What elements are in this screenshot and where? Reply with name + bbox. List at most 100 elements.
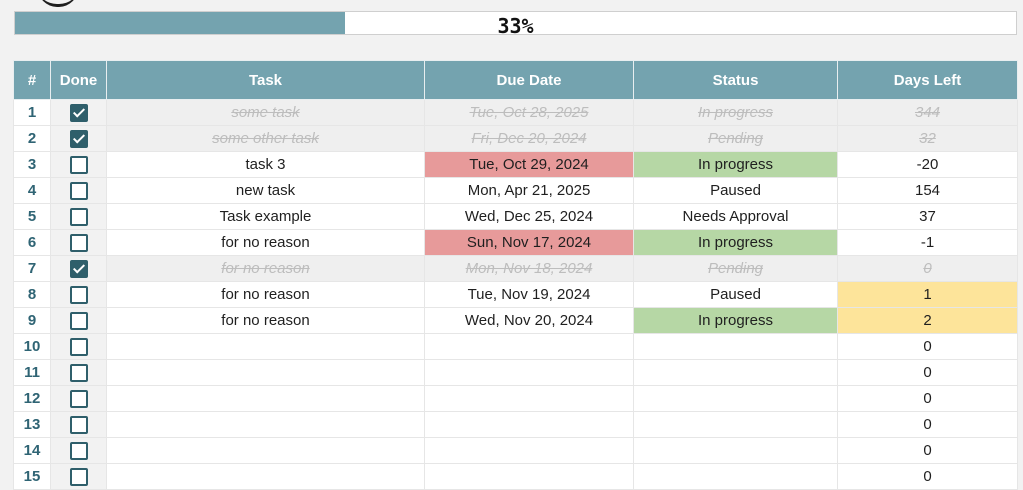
task-cell[interactable]: some other task — [106, 125, 425, 152]
task-cell[interactable]: Task example — [106, 203, 425, 230]
unchecked-checkbox-icon[interactable] — [69, 311, 88, 330]
due-date-cell[interactable]: Mon, Nov 18, 2024 — [424, 255, 634, 282]
row-number: 15 — [13, 463, 51, 490]
due-date-cell[interactable]: Sun, Nov 17, 2024 — [424, 229, 634, 256]
task-cell[interactable]: new task — [106, 177, 425, 204]
days-left-cell: -20 — [837, 151, 1018, 178]
status-cell[interactable] — [633, 463, 838, 490]
done-cell[interactable] — [50, 385, 107, 412]
days-left-cell: 0 — [837, 437, 1018, 464]
task-cell[interactable] — [106, 463, 425, 490]
checked-checkbox-icon[interactable] — [69, 129, 88, 148]
due-date-cell[interactable]: Wed, Nov 20, 2024 — [424, 307, 634, 334]
task-cell[interactable] — [106, 359, 425, 386]
status-cell[interactable] — [633, 359, 838, 386]
done-cell[interactable] — [50, 333, 107, 360]
column-header-done[interactable]: Done — [50, 60, 107, 100]
table-row: 12 0 — [13, 385, 1018, 412]
status-cell[interactable] — [633, 333, 838, 360]
unchecked-checkbox-icon[interactable] — [69, 363, 88, 382]
unchecked-checkbox-icon[interactable] — [69, 467, 88, 486]
days-left-cell: 0 — [837, 333, 1018, 360]
progress-percent: 33% — [497, 14, 534, 38]
days-left-cell: 2 — [837, 307, 1018, 334]
table-row: 14 0 — [13, 437, 1018, 464]
done-cell[interactable] — [50, 359, 107, 386]
unchecked-checkbox-icon[interactable] — [69, 285, 88, 304]
due-date-cell[interactable]: Tue, Nov 19, 2024 — [424, 281, 634, 308]
unchecked-checkbox-icon[interactable] — [69, 155, 88, 174]
due-date-cell[interactable] — [424, 333, 634, 360]
task-cell[interactable]: for no reason — [106, 229, 425, 256]
status-cell[interactable]: In progress — [633, 307, 838, 334]
status-cell[interactable] — [633, 385, 838, 412]
progress-bar: 33% — [14, 11, 1017, 38]
due-date-cell[interactable]: Tue, Oct 28, 2025 — [424, 99, 634, 126]
task-cell[interactable] — [106, 411, 425, 438]
status-cell[interactable]: Needs Approval — [633, 203, 838, 230]
done-cell[interactable] — [50, 151, 107, 178]
task-cell[interactable] — [106, 385, 425, 412]
unchecked-checkbox-icon[interactable] — [69, 181, 88, 200]
done-cell[interactable] — [50, 437, 107, 464]
task-cell[interactable]: some task — [106, 99, 425, 126]
due-date-cell[interactable]: Mon, Apr 21, 2025 — [424, 177, 634, 204]
task-cell[interactable]: for no reason — [106, 281, 425, 308]
due-date-cell[interactable]: Fri, Dec 20, 2024 — [424, 125, 634, 152]
row-number: 6 — [13, 229, 51, 256]
done-cell[interactable] — [50, 229, 107, 256]
status-cell[interactable] — [633, 437, 838, 464]
done-cell[interactable] — [50, 99, 107, 126]
done-cell[interactable] — [50, 281, 107, 308]
row-number: 14 — [13, 437, 51, 464]
status-cell[interactable]: In progress — [633, 151, 838, 178]
done-cell[interactable] — [50, 177, 107, 204]
unchecked-checkbox-icon[interactable] — [69, 389, 88, 408]
task-cell[interactable]: for no reason — [106, 255, 425, 282]
task-cell[interactable] — [106, 333, 425, 360]
due-date-cell[interactable] — [424, 359, 634, 386]
row-number: 3 — [13, 151, 51, 178]
days-left-cell: 32 — [837, 125, 1018, 152]
status-cell[interactable]: In progress — [633, 229, 838, 256]
days-left-cell: -1 — [837, 229, 1018, 256]
task-cell[interactable] — [106, 437, 425, 464]
status-cell[interactable] — [633, 411, 838, 438]
task-cell[interactable]: task 3 — [106, 151, 425, 178]
unchecked-checkbox-icon[interactable] — [69, 337, 88, 356]
column-header-days-left[interactable]: Days Left — [837, 60, 1018, 100]
table-row: 5 Task example Wed, Dec 25, 2024 Needs Appr… — [13, 203, 1018, 230]
status-cell[interactable]: Pending — [633, 255, 838, 282]
column-header-task[interactable]: Task — [106, 60, 425, 100]
done-cell[interactable] — [50, 203, 107, 230]
cropped-logo-icon — [38, 0, 78, 7]
column-header-number[interactable]: # — [13, 60, 51, 100]
status-cell[interactable]: Paused — [633, 177, 838, 204]
done-cell[interactable] — [50, 125, 107, 152]
row-number: 9 — [13, 307, 51, 334]
status-cell[interactable]: Paused — [633, 281, 838, 308]
done-cell[interactable] — [50, 463, 107, 490]
checked-checkbox-icon[interactable] — [69, 103, 88, 122]
status-cell[interactable]: Pending — [633, 125, 838, 152]
done-cell[interactable] — [50, 255, 107, 282]
unchecked-checkbox-icon[interactable] — [69, 207, 88, 226]
task-cell[interactable]: for no reason — [106, 307, 425, 334]
due-date-cell[interactable] — [424, 463, 634, 490]
column-header-due-date[interactable]: Due Date — [424, 60, 634, 100]
status-cell[interactable]: In progress — [633, 99, 838, 126]
unchecked-checkbox-icon[interactable] — [69, 233, 88, 252]
done-cell[interactable] — [50, 307, 107, 334]
due-date-cell[interactable]: Tue, Oct 29, 2024 — [424, 151, 634, 178]
days-left-cell: 37 — [837, 203, 1018, 230]
unchecked-checkbox-icon[interactable] — [69, 441, 88, 460]
checked-checkbox-icon[interactable] — [69, 259, 88, 278]
due-date-cell[interactable]: Wed, Dec 25, 2024 — [424, 203, 634, 230]
row-number: 13 — [13, 411, 51, 438]
due-date-cell[interactable] — [424, 385, 634, 412]
due-date-cell[interactable] — [424, 411, 634, 438]
unchecked-checkbox-icon[interactable] — [69, 415, 88, 434]
done-cell[interactable] — [50, 411, 107, 438]
column-header-status[interactable]: Status — [633, 60, 838, 100]
due-date-cell[interactable] — [424, 437, 634, 464]
